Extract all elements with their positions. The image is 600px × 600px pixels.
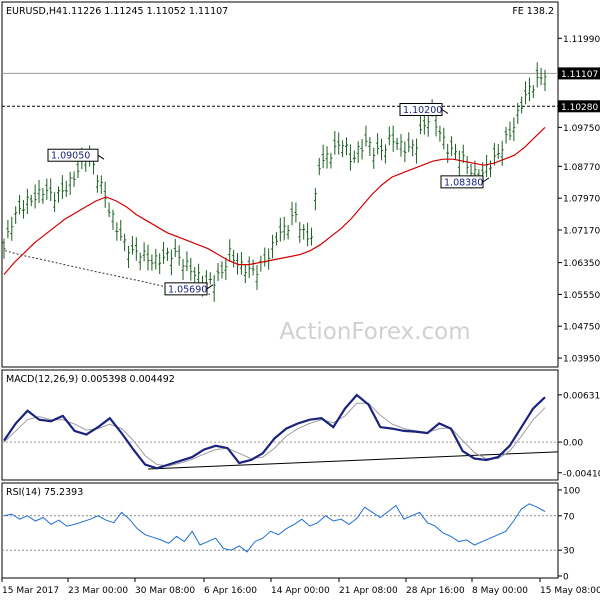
fe-level-label: 1.10280 <box>561 103 598 113</box>
time-tick-label: 28 Apr 16:00 <box>406 586 465 596</box>
annotation-label: 1.09050 <box>51 151 90 162</box>
macd-panel-frame <box>1 369 559 481</box>
price-tick-label: 1.07970 <box>563 195 600 205</box>
price-tick-label: 1.03950 <box>563 355 600 365</box>
time-tick-label: 23 Mar 00:00 <box>68 586 128 596</box>
price-tick-label: 1.07170 <box>563 226 600 236</box>
moving-average-line <box>3 126 546 275</box>
macd-tick-label: 0.00 <box>563 439 583 449</box>
annotation-pointer <box>441 109 449 114</box>
rsi-y-axis: 100 70 30 0 <box>558 487 580 583</box>
rsi-tick-label: 100 <box>563 487 580 497</box>
price-gridlines <box>2 72 558 107</box>
price-panel: EURUSD,H4 1.11226 1.11245 1.11052 1.1110… <box>1 1 600 368</box>
macd-panel: MACD(12,26,9) 0.005398 0.004492 0.006319… <box>1 369 600 481</box>
annotation-pointer <box>97 154 105 160</box>
macd-lines <box>2 393 559 470</box>
annotation-label: 1.05690 <box>168 284 207 295</box>
rsi-tick-label: 70 <box>563 512 575 522</box>
rsi-tick-label: 30 <box>563 547 575 557</box>
ohlc-header: 1.11226 1.11245 1.11052 1.11107 <box>62 6 228 17</box>
annotation-pointer <box>206 284 214 290</box>
time-tick-label: 21 Apr 08:00 <box>339 586 398 596</box>
rsi-tick-label: 0 <box>563 573 569 583</box>
time-tick-label: 30 Mar 08:00 <box>135 586 195 596</box>
price-tick-label: 1.11990 <box>563 35 600 45</box>
price-tick-label: 1.09750 <box>563 124 600 134</box>
annotation-label: 1.08380 <box>444 177 483 188</box>
time-axis: 15 Mar 2017 23 Mar 00:00 30 Mar 08:00 6 Apr… <box>1 578 600 596</box>
macd-title: MACD(12,26,9) 0.005398 0.004492 <box>6 374 175 385</box>
price-bars <box>2 62 547 302</box>
time-tick-label: 6 Apr 16:00 <box>204 586 257 596</box>
dashed-support-path <box>4 250 211 295</box>
symbol-header: EURUSD,H4 <box>6 6 62 17</box>
price-y-axis: 1.11990 1.10280 1.09750 1.08770 1.07970 1.071… <box>558 35 600 365</box>
fe-indicator-label: FE 138.2 <box>512 6 554 17</box>
rsi-line <box>2 503 558 553</box>
macd-tick-label: -0.004102 <box>563 469 600 479</box>
time-tick-label: 14 Apr 00:00 <box>271 586 330 596</box>
watermark: ActionForex.com <box>279 319 470 345</box>
annotation-box <box>47 148 99 162</box>
rsi-panel: RSI(14) 75.2393 100 70 30 0 <box>1 482 580 583</box>
current-price-marker <box>558 67 600 80</box>
moving-average-path <box>3 126 546 275</box>
price-tick-label: 1.06350 <box>563 259 600 269</box>
annotation-pointer <box>482 177 490 183</box>
current-price-label: 1.11107 <box>561 70 598 80</box>
annotation-box <box>399 102 443 116</box>
time-tick-label: 15 Mar 2017 <box>2 586 59 596</box>
price-tick-label: 1.05550 <box>563 291 600 301</box>
macd-y-axis: 0.006319 0.00 -0.004102 <box>558 391 600 479</box>
price-tick-label: 1.08770 <box>563 163 600 173</box>
price-annotations: 1.09050 1.05690 1.10200 1.08380 <box>47 102 490 296</box>
rsi-panel-frame <box>1 482 559 579</box>
rsi-title: RSI(14) 75.2393 <box>6 487 83 498</box>
price-tick-label: 1.04750 <box>563 323 600 333</box>
dashed-support-line <box>4 250 211 295</box>
annotation-box <box>440 175 484 189</box>
macd-main-line <box>3 393 546 470</box>
time-tick-label: 15 May 08:00 <box>540 586 600 596</box>
macd-trendline <box>147 451 559 470</box>
macd-tick-label: 0.006319 <box>563 391 600 401</box>
time-tick-label: 8 May 00:00 <box>472 586 528 596</box>
annotation-label: 1.10200 <box>403 105 442 116</box>
annotation-box <box>164 282 208 296</box>
rsi-path <box>3 503 546 553</box>
fe-level-marker <box>558 100 600 113</box>
